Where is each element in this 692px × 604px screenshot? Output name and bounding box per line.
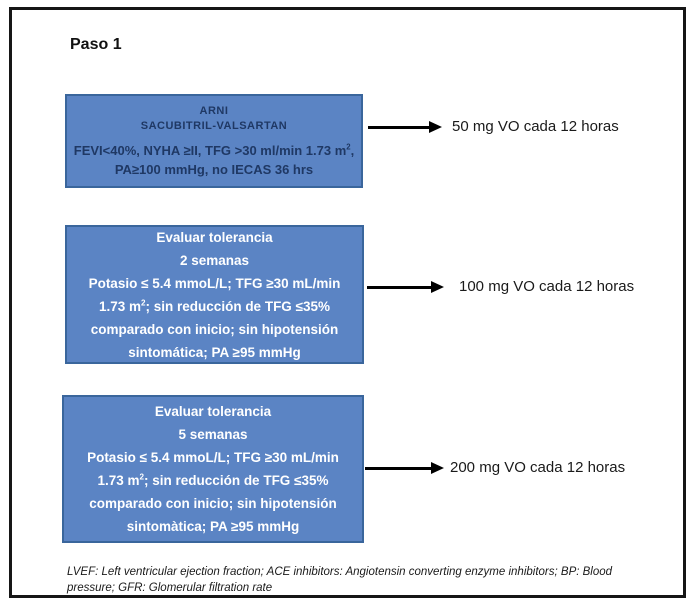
figure-frame: Paso 1 ARNI SACUBITRIL-VALSARTAN FEVI<40… xyxy=(9,7,686,598)
box2-line-2: 2 semanas xyxy=(179,252,250,268)
box1-line-criteria1: FEVI<40%, NYHA ≥II, TFG >30 ml/min 1.73 … xyxy=(73,142,355,158)
box3-line-5: comparado con inicio; sin hipotensión xyxy=(89,496,337,511)
box2-line-3: Potasio ≤ 5.4 mmoL/L; TFG ≥30 mL/min xyxy=(88,275,341,291)
box2-line-1: Evaluar tolerancia xyxy=(156,229,273,245)
box3-line-1: Evaluar tolerancia xyxy=(154,404,272,419)
box-evaluar-tolerancia-2-semanas: Evaluar tolerancia 2 semanas Potasio ≤ 5… xyxy=(65,225,364,364)
box3-line-4: 1.73 m2; sin reducción de TFG ≤35% xyxy=(97,472,329,488)
flow-arrow-2 xyxy=(367,280,444,294)
flow-arrow-1 xyxy=(368,120,442,134)
box3-line-2: 5 semanas xyxy=(178,427,248,442)
box3-line-3: Potasio ≤ 5.4 mmoL/L; TFG ≥30 mL/min xyxy=(87,450,339,465)
dose-label-3: 200 mg VO cada 12 horas xyxy=(450,459,626,476)
box2-line-4: 1.73 m2; sin reducción de TFG ≤35% xyxy=(99,298,330,314)
box1-line-drugname: SACUBITRIL-VALSARTAN xyxy=(140,119,288,132)
abbreviations-footnote: LVEF: Left ventricular ejection fraction… xyxy=(67,565,667,596)
flow-arrow-3 xyxy=(365,461,444,475)
arrow-head-icon xyxy=(431,281,444,293)
arrow-head-icon xyxy=(429,121,442,133)
arrow-shaft xyxy=(368,125,429,129)
box2-line-6: sintomática; PA ≥95 mmHg xyxy=(128,344,301,360)
box1-line-criteria2: PA≥100 mmHg, no IECAS 36 hrs xyxy=(114,161,314,177)
box3-line-6: sintomàtica; PA ≥95 mmHg xyxy=(126,519,300,534)
arrow-shaft xyxy=(367,285,431,289)
arrow-head-icon xyxy=(431,462,444,474)
dose-label-1: 50 mg VO cada 12 horas xyxy=(452,118,619,135)
step-title: Paso 1 xyxy=(70,36,122,53)
footnote-line-1: LVEF: Left ventricular ejection fraction… xyxy=(67,566,613,578)
box-arni-sacubitril-valsartan: ARNI SACUBITRIL-VALSARTAN FEVI<40%, NYHA… xyxy=(65,94,363,188)
dose-label-2: 100 mg VO cada 12 horas xyxy=(459,278,635,295)
box1-line-arni: ARNI xyxy=(199,104,229,117)
footnote-line-2: pressure; GFR: Glomerular filtration rat… xyxy=(67,581,273,594)
arrow-shaft xyxy=(365,466,431,470)
box2-line-5: comparado con inicio; sin hipotensión xyxy=(90,321,339,337)
box-evaluar-tolerancia-5-semanas: Evaluar tolerancia 5 semanas Potasio ≤ 5… xyxy=(62,395,364,543)
